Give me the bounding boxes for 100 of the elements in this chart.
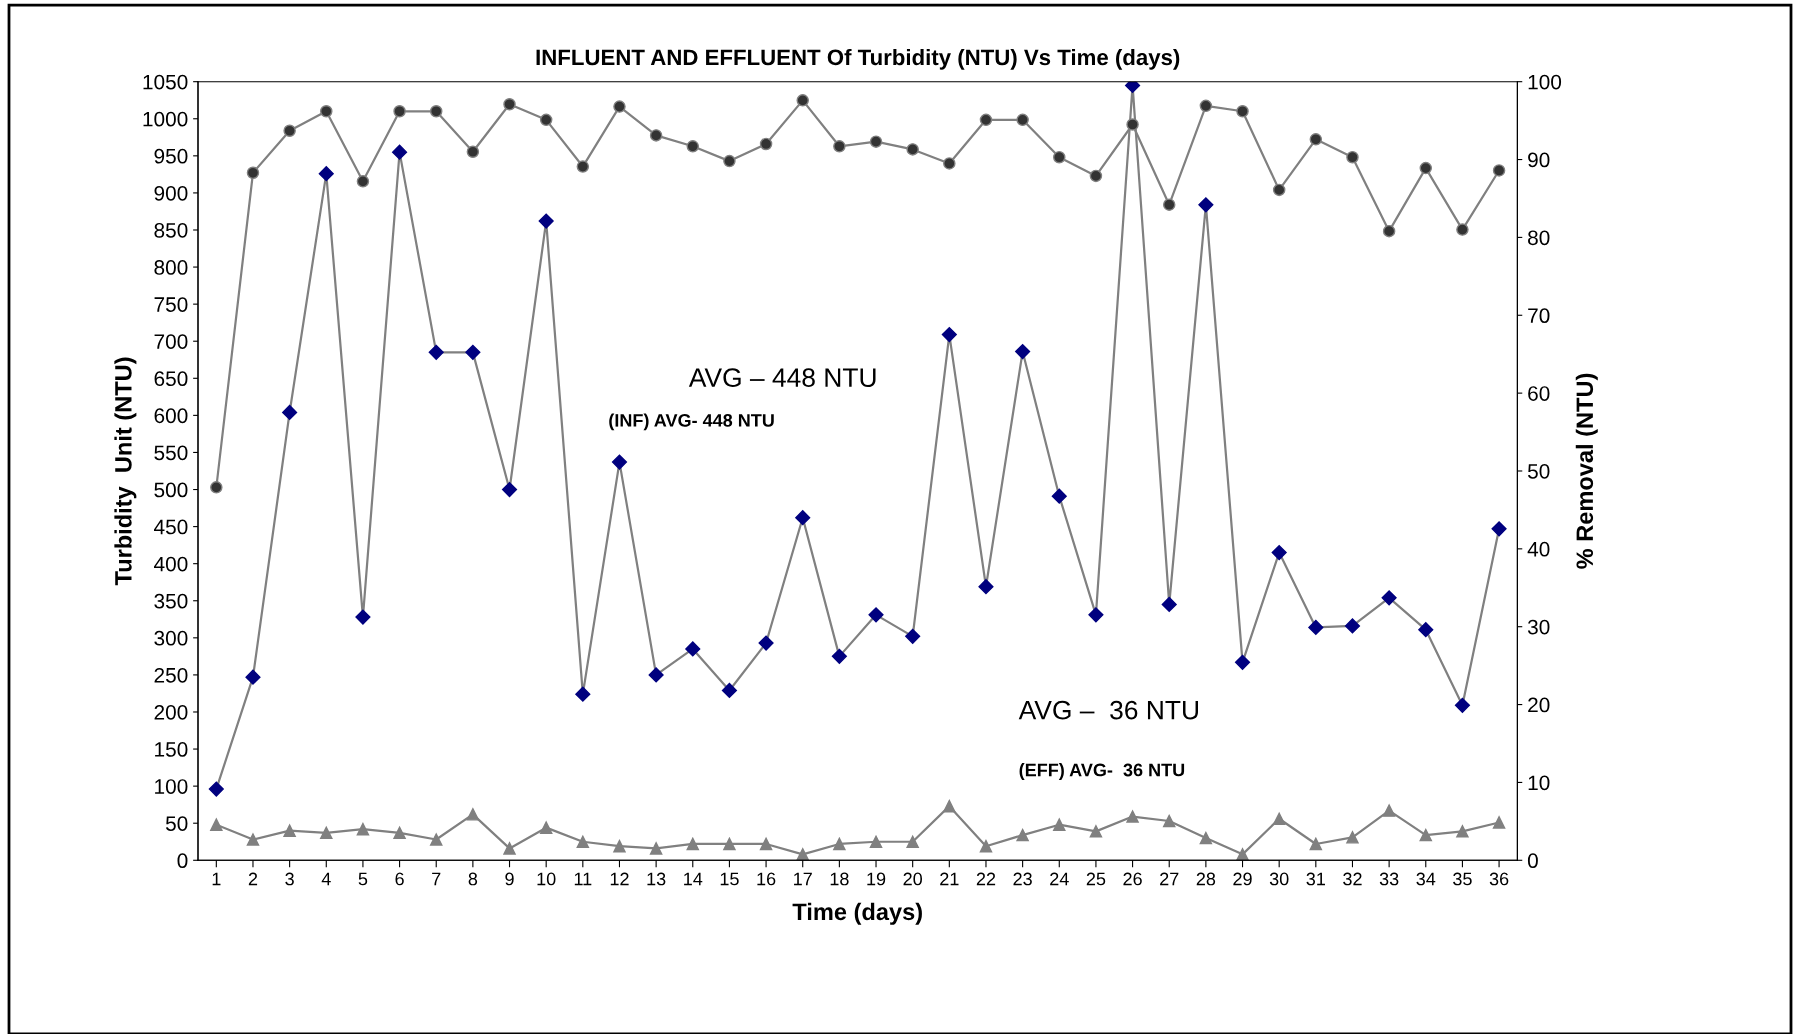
x-tick-label: 4 — [321, 872, 331, 886]
point — [833, 837, 846, 851]
x-tick-label: 14 — [684, 872, 703, 886]
point — [868, 607, 884, 623]
x-tick-label: 11 — [574, 872, 592, 886]
point — [831, 648, 847, 664]
point — [466, 145, 480, 159]
x-tick-label: 16 — [757, 872, 776, 886]
y2-tick-label: 20 — [1528, 697, 1550, 713]
x-tick-label: 5 — [358, 872, 368, 886]
y-tick-label: 850 — [154, 222, 188, 238]
annotation: (INF) AVG- 448 NTU — [609, 413, 774, 431]
x-tick-label: 2 — [248, 872, 258, 886]
y-tick-label: 700 — [154, 334, 188, 349]
point — [576, 835, 590, 849]
point — [1089, 169, 1103, 183]
point — [1236, 848, 1249, 861]
point — [393, 105, 406, 118]
point — [576, 160, 590, 173]
x-tick-label: 18 — [830, 872, 849, 886]
point — [1051, 488, 1067, 504]
annotation: AVG – 448 NTU — [688, 368, 876, 387]
point — [501, 481, 518, 498]
point — [245, 669, 261, 685]
y2-tick-label: 60 — [1528, 386, 1550, 401]
point — [1272, 812, 1286, 826]
point — [320, 826, 333, 840]
point — [1346, 150, 1359, 164]
point — [1162, 198, 1176, 211]
x-tick-label: 1 — [212, 872, 221, 886]
point — [759, 137, 773, 151]
y-tick-label: 550 — [154, 445, 188, 461]
point — [685, 641, 701, 657]
point — [1492, 164, 1506, 177]
point — [1344, 618, 1361, 634]
x-tick-label: 13 — [647, 872, 666, 886]
point — [978, 579, 994, 595]
y2-tick-label: 30 — [1527, 619, 1550, 635]
x-tick-label: 32 — [1343, 872, 1362, 886]
point — [648, 667, 664, 683]
point — [246, 166, 260, 180]
point — [1015, 344, 1031, 360]
x-tick-label: 26 — [1123, 872, 1142, 886]
point — [758, 635, 774, 651]
x-tick-label: 33 — [1379, 872, 1399, 886]
y-tick-label: 300 — [154, 630, 188, 646]
point — [1454, 697, 1471, 713]
point — [979, 113, 993, 127]
y-tick-label: 400 — [154, 556, 188, 572]
y-tick-label: 900 — [154, 185, 188, 201]
point — [1491, 521, 1507, 537]
point — [429, 105, 443, 118]
point — [869, 135, 883, 148]
point — [723, 837, 736, 851]
y-tick-label: 100 — [155, 779, 188, 794]
x-tick-label: 3 — [285, 872, 294, 886]
point — [465, 344, 481, 360]
x-tick-label: 30 — [1269, 872, 1289, 886]
point — [283, 124, 296, 137]
y-tick-label: 600 — [154, 408, 188, 424]
point — [723, 154, 736, 168]
y-tick-label: 750 — [154, 297, 188, 312]
point — [539, 821, 553, 834]
point — [320, 105, 333, 118]
point — [796, 848, 809, 861]
y-tick-label: 800 — [154, 260, 188, 275]
point — [1271, 544, 1287, 561]
point — [869, 835, 883, 849]
point — [1236, 105, 1249, 118]
x-tick-label: 34 — [1416, 872, 1436, 886]
x-axis-title: Time (days) — [792, 902, 922, 925]
point — [721, 682, 737, 699]
point — [1053, 150, 1066, 164]
y2-tick-label: 40 — [1527, 541, 1550, 557]
point — [1199, 99, 1213, 113]
x-tick-label: 17 — [794, 872, 812, 886]
x-tick-label: 15 — [720, 872, 739, 886]
point — [1381, 590, 1397, 606]
point — [393, 826, 406, 840]
x-tick-label: 22 — [976, 872, 996, 886]
annotation: AVG – 36 NTU — [1018, 700, 1198, 720]
y2-tick-label: 50 — [1527, 463, 1550, 479]
y2-tick-label: 0 — [1527, 853, 1538, 869]
x-tick-label: 8 — [468, 872, 478, 886]
point — [575, 686, 591, 702]
point — [941, 326, 957, 343]
x-tick-label: 10 — [537, 872, 556, 886]
point — [1016, 828, 1029, 842]
point — [282, 404, 298, 420]
annotation: (EFF) AVG- 36 NTU — [1019, 763, 1185, 780]
point — [613, 839, 626, 853]
x-tick-label: 19 — [867, 872, 886, 886]
y-tick-label: 450 — [154, 519, 188, 535]
y-tick-label: 250 — [154, 667, 188, 683]
point — [1126, 810, 1139, 823]
y-tick-label: 200 — [154, 704, 188, 720]
point — [503, 98, 516, 111]
point — [943, 157, 956, 170]
point — [686, 140, 700, 153]
point — [428, 344, 444, 360]
